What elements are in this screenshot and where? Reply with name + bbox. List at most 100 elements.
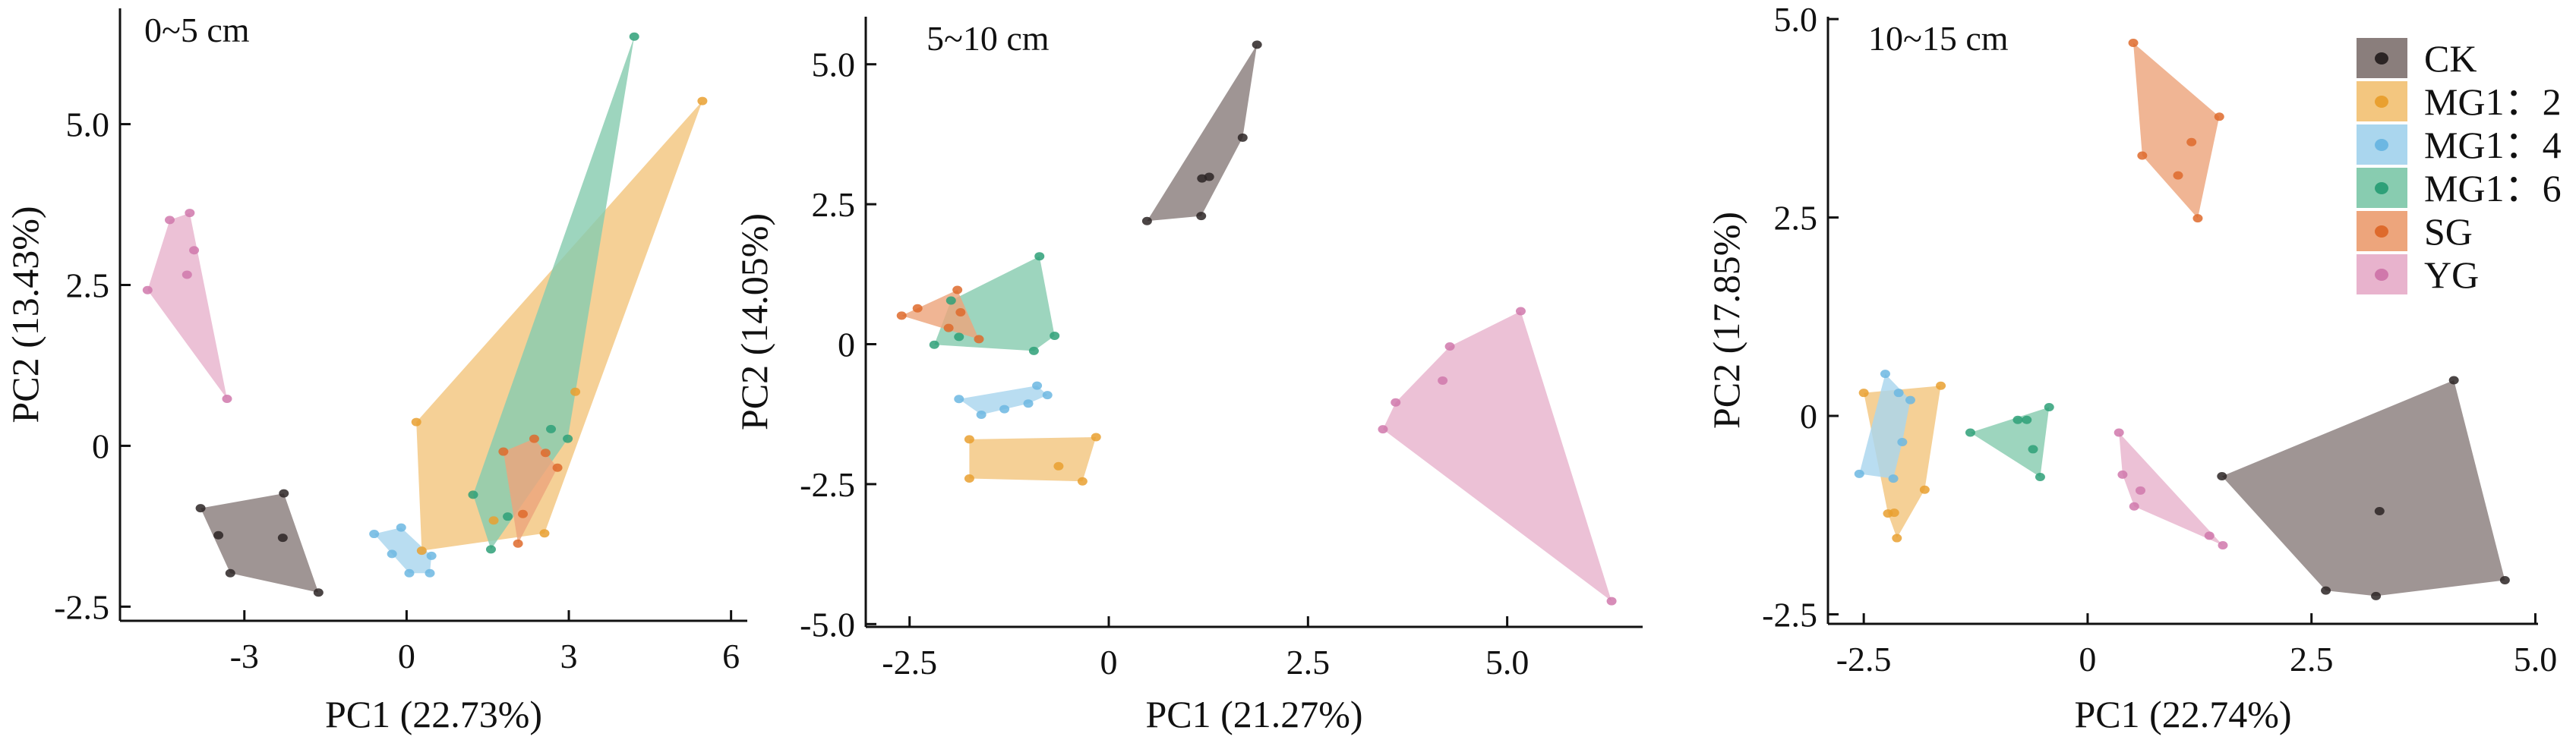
y-tick-label: 5.0 bbox=[66, 105, 110, 144]
data-point bbox=[2448, 376, 2459, 385]
y-tick-label: 2.5 bbox=[66, 266, 110, 305]
x-tick-label: -2.5 bbox=[1836, 640, 1892, 678]
data-point bbox=[213, 530, 224, 540]
data-point bbox=[2217, 471, 2227, 480]
data-point bbox=[279, 489, 289, 498]
hull-MG1：4 bbox=[958, 386, 1048, 415]
hull-YG bbox=[2119, 432, 2223, 546]
hull-CK bbox=[1147, 44, 1258, 222]
panel-title: 0~5 cm bbox=[144, 11, 250, 49]
data-point bbox=[1042, 391, 1053, 400]
data-point bbox=[929, 340, 939, 349]
data-point bbox=[182, 270, 192, 279]
data-point bbox=[2114, 428, 2124, 437]
data-point bbox=[189, 246, 200, 255]
data-point bbox=[1034, 252, 1045, 261]
legend-marker bbox=[2375, 96, 2388, 108]
hull-YG bbox=[1382, 310, 1612, 602]
x-axis-label: PC1 (21.27%) bbox=[1145, 693, 1362, 735]
hull-SG bbox=[901, 289, 979, 339]
data-point bbox=[629, 32, 639, 41]
data-point bbox=[1858, 389, 1869, 398]
data-point bbox=[2044, 403, 2054, 412]
data-point bbox=[1883, 509, 1893, 518]
data-point bbox=[2374, 507, 2385, 516]
data-point bbox=[369, 530, 380, 539]
y-tick-label: 2.5 bbox=[812, 185, 856, 224]
data-point bbox=[1091, 433, 1101, 442]
data-point bbox=[2035, 473, 2045, 482]
hull-MG1：4 bbox=[1859, 373, 1911, 479]
data-point bbox=[165, 216, 175, 225]
data-point bbox=[1897, 438, 1908, 447]
x-axis-label: PC1 (22.74%) bbox=[2074, 693, 2291, 735]
data-point bbox=[1606, 597, 1617, 606]
data-point bbox=[2129, 502, 2139, 511]
data-point bbox=[1892, 534, 1902, 543]
data-point bbox=[411, 417, 421, 427]
data-point bbox=[954, 332, 964, 342]
hull-SG bbox=[2133, 43, 2220, 219]
y-tick-label: -2.5 bbox=[800, 465, 855, 504]
hull-YG bbox=[147, 213, 227, 399]
data-point bbox=[955, 307, 966, 316]
data-point bbox=[954, 395, 964, 404]
data-point bbox=[488, 516, 499, 525]
data-point bbox=[1936, 381, 1946, 390]
data-point bbox=[485, 545, 496, 554]
data-point bbox=[2022, 415, 2032, 424]
data-point bbox=[425, 568, 435, 578]
data-point bbox=[964, 435, 974, 444]
legend-label: MG1：4 bbox=[2424, 124, 2562, 166]
data-point bbox=[517, 509, 528, 518]
data-point bbox=[1141, 216, 1152, 225]
data-point bbox=[2117, 470, 2128, 479]
data-point bbox=[1438, 376, 1448, 385]
hull-MG1：6 bbox=[472, 36, 635, 549]
data-point bbox=[185, 209, 195, 218]
data-point bbox=[195, 504, 206, 513]
data-point bbox=[277, 534, 288, 543]
data-point bbox=[952, 285, 963, 294]
data-point bbox=[976, 410, 987, 419]
panel-1: -3 0 3 6 5.0 2.5 0 -2.5 0~5 cm PC1 (22.73%) PC2 (1… bbox=[4, 8, 747, 735]
hull-CK bbox=[2221, 379, 2505, 597]
data-point bbox=[2204, 531, 2215, 540]
hull-MG1：6 bbox=[1970, 407, 2050, 477]
data-point bbox=[552, 463, 563, 472]
x-tick-label: 5.0 bbox=[2514, 640, 2558, 678]
hull-CK bbox=[200, 493, 319, 593]
y-axis-label: PC2 (17.85%) bbox=[1705, 212, 1747, 429]
data-point bbox=[1919, 485, 1930, 494]
data-point bbox=[2135, 486, 2145, 495]
y-tick-label: 5.0 bbox=[1774, 0, 1818, 39]
panel-3: -2.5 0 2.5 5.0 5.0 2.5 0 -2.5 10~15 cm PC1 (22.74… bbox=[1705, 0, 2557, 735]
data-point bbox=[513, 539, 523, 548]
data-point bbox=[225, 568, 235, 578]
data-point bbox=[2128, 39, 2139, 48]
data-point bbox=[503, 512, 513, 521]
data-point bbox=[2218, 540, 2228, 549]
data-point bbox=[1905, 395, 1915, 405]
data-point bbox=[1204, 172, 1214, 181]
data-point bbox=[1053, 461, 1064, 471]
data-point bbox=[1893, 389, 1904, 398]
data-point bbox=[387, 549, 397, 559]
panel-title: 10~15 cm bbox=[1868, 19, 2009, 58]
data-point bbox=[1854, 469, 1864, 478]
data-point bbox=[2012, 415, 2023, 424]
data-point bbox=[999, 405, 1010, 414]
hull-MG1：2 bbox=[969, 436, 1097, 482]
data-point bbox=[498, 447, 509, 456]
data-point bbox=[2499, 575, 2510, 584]
data-point bbox=[2192, 214, 2203, 223]
data-point bbox=[529, 434, 539, 443]
data-point bbox=[468, 490, 478, 499]
data-point bbox=[416, 546, 427, 556]
data-point bbox=[142, 285, 153, 294]
data-point bbox=[697, 96, 708, 105]
hull-MG1：4 bbox=[374, 527, 432, 574]
x-tick-label: 0 bbox=[2079, 640, 2096, 678]
data-point bbox=[1880, 370, 1890, 379]
